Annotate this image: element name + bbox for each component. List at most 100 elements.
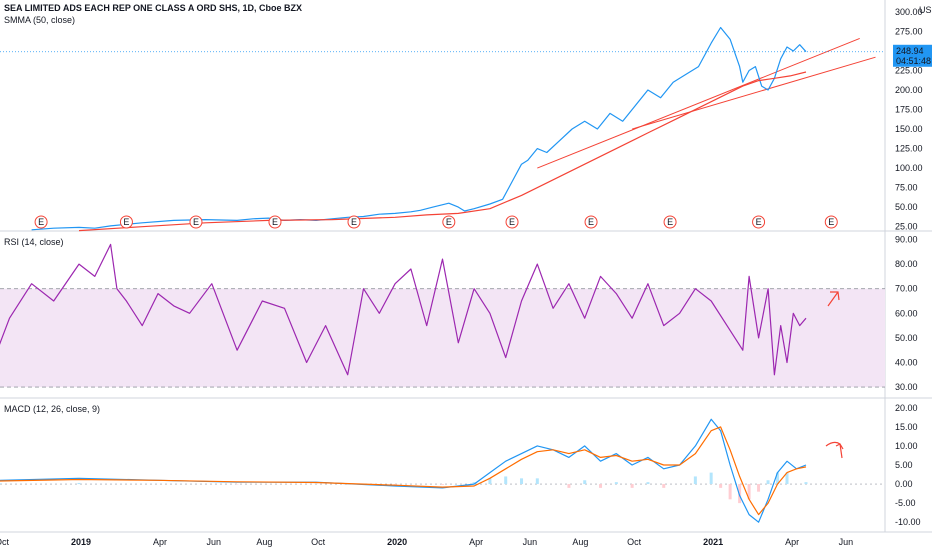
- macd-histogram-bar: [393, 484, 397, 485]
- y-tick-label: 300.00: [895, 7, 923, 17]
- y-tick-label: 125.00: [895, 144, 923, 154]
- y-tick-label: 50.00: [895, 202, 918, 212]
- y-tick-label: 200.00: [895, 85, 923, 95]
- earnings-marker-label: E: [667, 217, 673, 227]
- smma-legend: SMMA (50, close): [4, 15, 75, 25]
- y-tick-label: 25.00: [895, 222, 918, 232]
- earnings-marker-label: E: [123, 217, 129, 227]
- annotation-arrow: [827, 291, 840, 307]
- last-price-tag: [893, 44, 932, 67]
- y-tick-label: 150.00: [895, 124, 923, 134]
- earnings-marker-label: E: [588, 217, 594, 227]
- bar-countdown: 04:51:48: [896, 56, 931, 66]
- y-tick-label: 80.00: [895, 259, 918, 269]
- y-tick-label: 15.00: [895, 422, 918, 432]
- y-tick-label: 20.00: [895, 403, 918, 413]
- trendline: [632, 56, 876, 130]
- earnings-marker-label: E: [272, 217, 278, 227]
- earnings-marker: [442, 215, 456, 229]
- earnings-marker: [268, 215, 282, 229]
- series-line-1-0: [0, 243, 807, 376]
- macd-histogram-bar: [520, 478, 524, 485]
- panel-title: MACD (12, 26, close, 9): [4, 404, 100, 414]
- time-axis-label: Aug: [572, 537, 588, 547]
- macd-histogram-bar: [630, 484, 634, 488]
- y-tick-label: 225.00: [895, 65, 923, 75]
- earnings-marker: [189, 215, 203, 229]
- earnings-marker: [34, 215, 48, 229]
- earnings-marker: [752, 215, 766, 229]
- series-line-2-0: [0, 418, 807, 523]
- time-axis-label: Apr: [469, 537, 483, 547]
- annotation-arrow-path: [825, 441, 844, 459]
- annotation-arrow-path: [827, 291, 840, 307]
- macd-histogram-bar: [535, 478, 539, 485]
- y-tick-label: 50.00: [895, 333, 918, 343]
- macd-histogram-bar: [757, 484, 761, 492]
- time-axis-label: Jun: [839, 537, 854, 547]
- time-axis-label: Apr: [785, 537, 799, 547]
- time-axis-label: Jun: [207, 537, 222, 547]
- earnings-marker: [505, 215, 519, 229]
- earnings-marker: [584, 215, 598, 229]
- y-tick-label: 90.00: [895, 234, 918, 244]
- time-axis-label: 2021: [703, 537, 723, 547]
- macd-histogram-bar: [504, 476, 508, 485]
- macd-histogram-bar: [766, 480, 770, 485]
- macd-histogram-bar: [662, 484, 666, 488]
- time-axis-label: Oct: [627, 537, 642, 547]
- time-axis-label: Jun: [523, 537, 538, 547]
- macd-histogram-bar: [747, 484, 751, 500]
- symbol-title: SEA LIMITED ADS EACH REP ONE CLASS A ORD…: [4, 3, 302, 13]
- currency-label: USD: [919, 5, 932, 15]
- y-tick-label: -5.00: [895, 498, 916, 508]
- macd-histogram-bar: [719, 484, 723, 488]
- macd-histogram-bar: [599, 484, 603, 488]
- macd-histogram-bar: [646, 482, 650, 485]
- y-tick-label: 0.00: [895, 479, 913, 489]
- earnings-marker-label: E: [351, 217, 357, 227]
- series-line-0-0: [31, 26, 807, 231]
- y-tick-label: 30.00: [895, 382, 918, 392]
- time-axis-label: Oct: [0, 537, 9, 547]
- macd-histogram-bar: [583, 480, 587, 485]
- time-axis-label: Apr: [153, 537, 167, 547]
- time-axis-label: Oct: [311, 537, 326, 547]
- rsi-band: [0, 288, 885, 388]
- macd-histogram-bar: [0, 483, 2, 485]
- macd-histogram-bar: [785, 472, 789, 485]
- y-tick-label: -10.00: [895, 517, 921, 527]
- macd-histogram-bar: [709, 472, 713, 485]
- macd-histogram-bar: [77, 482, 81, 485]
- macd-histogram-bar: [488, 478, 492, 485]
- time-axis-label: 2019: [71, 537, 91, 547]
- macd-histogram-bar: [728, 484, 732, 500]
- y-tick-label: 175.00: [895, 105, 923, 115]
- earnings-marker-label: E: [756, 217, 762, 227]
- y-tick-label: 5.00: [895, 460, 913, 470]
- panel-title: RSI (14, close): [4, 237, 64, 247]
- time-axis-label: 2020: [387, 537, 407, 547]
- y-tick-label: 75.00: [895, 183, 918, 193]
- earnings-marker-label: E: [193, 217, 199, 227]
- series-line-0-1: [78, 71, 807, 232]
- macd-histogram-bar: [614, 482, 618, 485]
- earnings-marker: [347, 215, 361, 229]
- earnings-marker: [824, 215, 838, 229]
- trendline: [537, 37, 860, 169]
- earnings-marker-label: E: [828, 217, 834, 227]
- earnings-marker-label: E: [38, 217, 44, 227]
- last-price-value: 248.94: [896, 46, 924, 56]
- macd-histogram-bar: [472, 482, 476, 485]
- y-tick-label: 60.00: [895, 308, 918, 318]
- time-axis-label: Aug: [256, 537, 272, 547]
- earnings-marker: [119, 215, 133, 229]
- macd-histogram-bar: [441, 484, 444, 485]
- series-line-2-1: [0, 426, 807, 516]
- earnings-marker-label: E: [509, 217, 515, 227]
- macd-histogram-bar: [693, 476, 697, 485]
- y-tick-label: 275.00: [895, 26, 923, 36]
- y-tick-label: 10.00: [895, 441, 918, 451]
